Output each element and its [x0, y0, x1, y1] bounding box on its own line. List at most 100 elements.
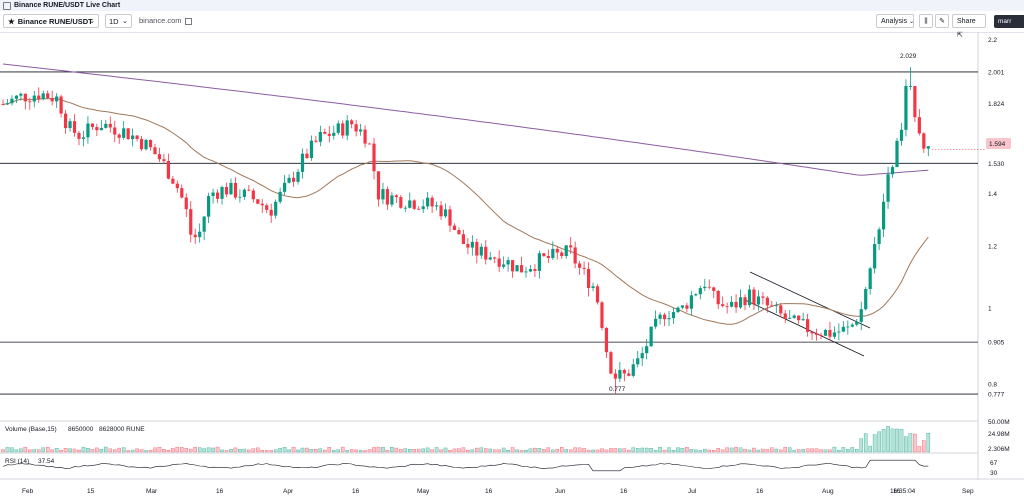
volume-bar — [130, 449, 135, 453]
candle — [595, 284, 600, 305]
volume-bar — [765, 449, 770, 453]
indicators-button[interactable]: ⫼ — [919, 14, 933, 28]
candle — [95, 123, 99, 137]
volume-bar — [546, 447, 551, 453]
volume-bar — [877, 431, 881, 453]
candle-body — [291, 177, 296, 182]
candle-body — [788, 317, 792, 319]
candle-body — [819, 334, 823, 336]
volume-bar — [175, 447, 180, 453]
candle-body — [412, 200, 416, 209]
candle — [533, 264, 537, 277]
candle — [305, 148, 309, 160]
candle-body — [747, 289, 752, 306]
candle-body — [426, 197, 430, 207]
volume-bar — [470, 449, 475, 453]
candle — [466, 238, 470, 255]
volume-bar — [577, 447, 582, 453]
volume-bar — [846, 449, 850, 453]
candle — [810, 331, 814, 340]
time-axis-label: Sep — [962, 488, 974, 495]
draw-button[interactable]: ✎ — [935, 14, 949, 28]
volume-bar — [238, 448, 242, 453]
candle-body — [242, 189, 246, 197]
volume-bar — [430, 449, 434, 453]
volume-bar — [184, 447, 189, 453]
rsi-axis-label: 30 — [990, 470, 998, 477]
volume-bar — [457, 448, 461, 453]
candle-body — [636, 358, 640, 365]
volume-bar — [890, 428, 895, 453]
candle — [859, 301, 863, 331]
candle — [376, 171, 381, 207]
candle — [738, 289, 743, 309]
candle-body — [524, 271, 528, 273]
candle-body — [283, 182, 287, 192]
candle-body — [260, 203, 264, 206]
volume-bar — [95, 447, 99, 453]
moving-averages — [2, 63, 929, 325]
price-tick-label: 1.530 — [988, 161, 1005, 168]
volume-bar — [260, 449, 265, 453]
candle-body — [864, 288, 868, 310]
candle — [622, 368, 626, 382]
brand-badge[interactable]: marr — [994, 15, 1024, 28]
candle-body — [372, 143, 376, 172]
candle — [256, 199, 260, 205]
candle — [913, 85, 917, 123]
volume-bar — [667, 447, 671, 453]
candle-body — [806, 319, 810, 332]
candle — [864, 286, 868, 311]
rsi-line — [2, 459, 929, 472]
star-icon[interactable]: ★ — [8, 17, 15, 26]
volume-bar — [805, 448, 810, 453]
candle-body — [434, 205, 439, 207]
candle — [403, 205, 407, 213]
candle — [917, 109, 921, 136]
candle — [207, 192, 211, 224]
analysis-button[interactable]: Analysis ⌄ — [876, 14, 914, 28]
candle — [144, 138, 148, 151]
candle-body — [926, 146, 930, 149]
candle-body — [265, 205, 269, 210]
candle-body — [117, 134, 121, 138]
symbol-selector[interactable]: ★ Binance RUNE/USDT ⌄ — [3, 14, 99, 28]
candle-body — [332, 132, 336, 136]
share-button[interactable]: Share ⇱ — [952, 14, 986, 39]
candle — [475, 238, 479, 264]
candle-body — [707, 286, 711, 288]
volume-bar — [716, 448, 720, 453]
price-tick-label: 1.2 — [988, 244, 997, 251]
time-axis-label: 16 — [216, 488, 224, 495]
candle — [367, 142, 372, 145]
volume-bar — [653, 450, 658, 453]
time-axis-label: Mar — [146, 488, 158, 495]
price-tick-label: 0.905 — [988, 340, 1005, 347]
candle-body — [868, 268, 872, 289]
candle-body — [452, 225, 457, 231]
volume-bar — [747, 449, 752, 453]
candle-body — [654, 318, 658, 327]
volume-bar — [448, 450, 452, 453]
volume-bar — [336, 449, 340, 453]
volume-bar — [340, 446, 345, 453]
volume-bar — [180, 447, 184, 453]
volume-bar — [162, 449, 166, 453]
candle — [756, 290, 761, 311]
candle — [372, 137, 376, 180]
candle — [345, 115, 349, 141]
volume-bar — [452, 448, 457, 453]
interval-selector[interactable]: 1D ⌄ — [105, 14, 132, 28]
candle — [631, 358, 635, 378]
time-axis-label: 15 — [87, 488, 95, 495]
candle-body — [895, 140, 899, 168]
candle-body — [832, 332, 837, 337]
source-link[interactable]: binance.com — [139, 14, 192, 28]
candle-body — [877, 229, 881, 244]
candle — [104, 120, 108, 129]
candle — [873, 236, 877, 274]
candle-body — [37, 95, 41, 100]
candle — [493, 256, 497, 264]
candle-body — [662, 314, 667, 320]
